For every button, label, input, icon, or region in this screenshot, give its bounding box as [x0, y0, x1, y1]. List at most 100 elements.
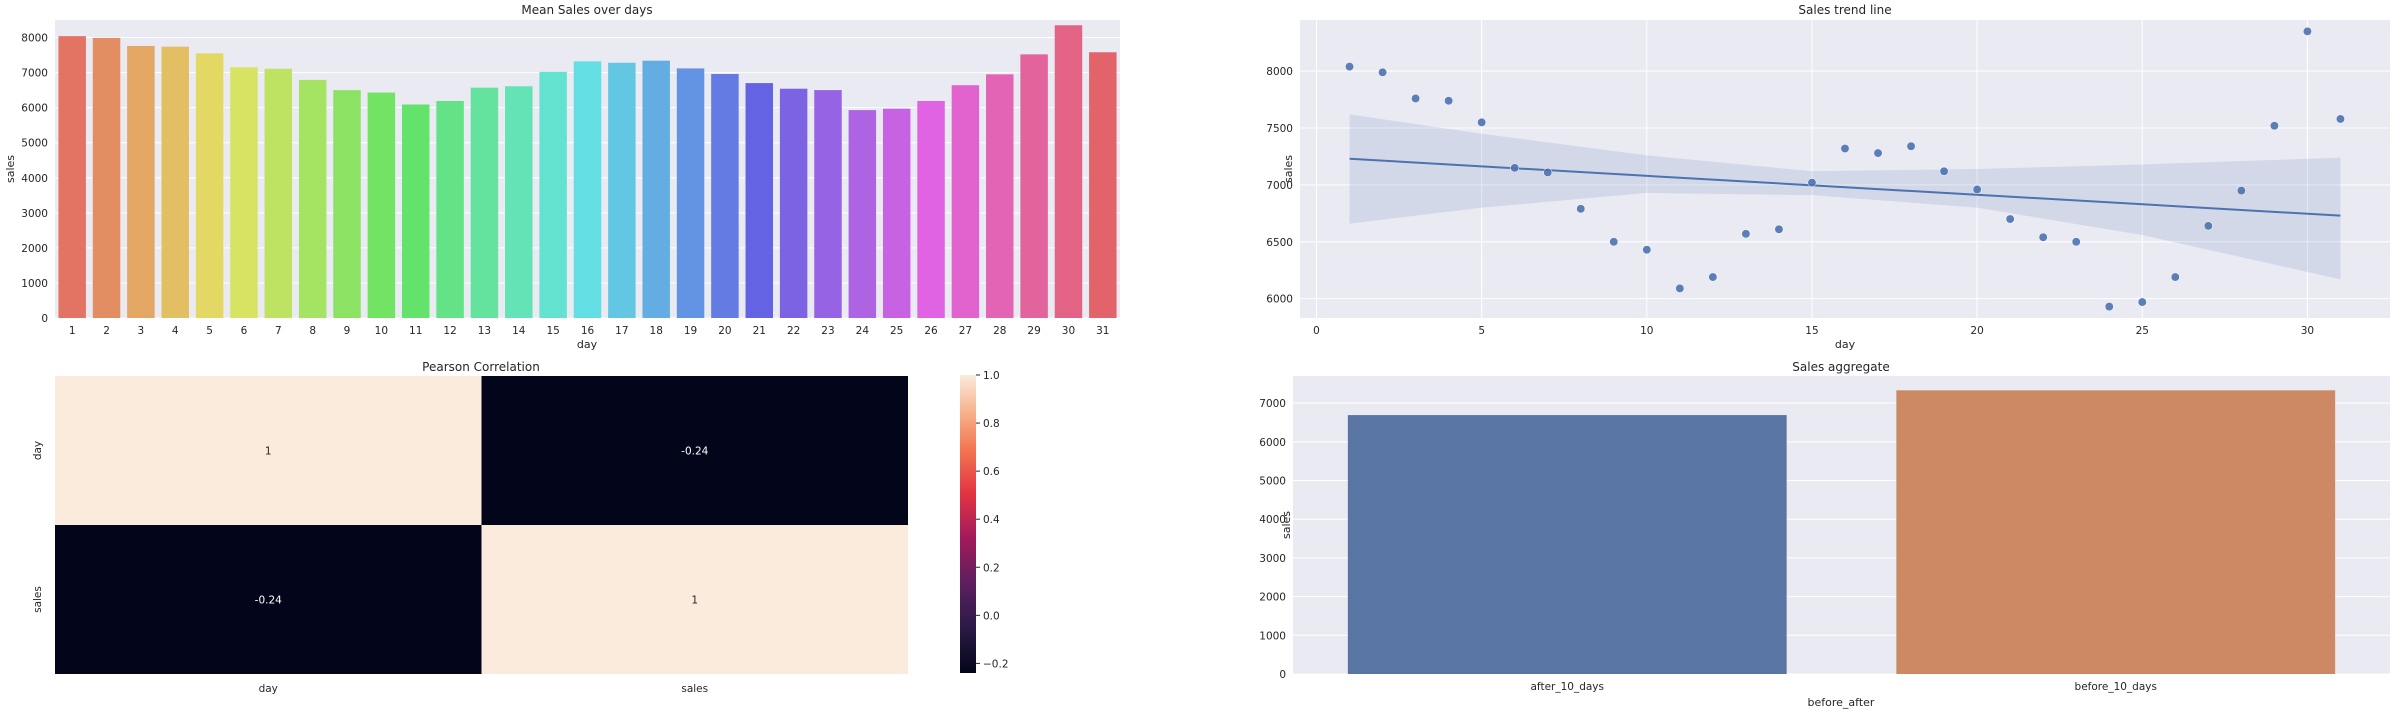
point	[2071, 237, 2081, 247]
point	[1972, 185, 1982, 194]
mean-sales-y-ticks: 0 1000 2000 3000 4000 5000 6000 7000 8000	[21, 33, 48, 325]
heatmap-cell	[481, 376, 908, 525]
bar	[1089, 52, 1117, 318]
x-tick-label: 4	[172, 325, 179, 337]
column-label: sales	[681, 683, 708, 695]
bar	[367, 92, 396, 318]
bar	[92, 37, 121, 318]
x-tick-label: 12	[443, 325, 456, 337]
y-tick-label: 0	[41, 313, 48, 325]
bar	[1054, 25, 1083, 319]
x-tick-label: 13	[478, 325, 491, 337]
trend-x-label: day	[1835, 338, 1856, 351]
mean-sales-x-ticks: 1 2 3 4 5 6 7 8 9 10 11 12 13 14 15 16 17 18 19 20 21 22 23 24 2…	[69, 325, 1110, 337]
point	[2302, 26, 2312, 36]
cell-annotation: 1	[691, 595, 698, 607]
colorbar-ticks: 1.0 0.8 0.6 0.4 0.2 0.0 −0.2	[976, 370, 1009, 670]
y-tick-label: 5000	[1259, 475, 1286, 487]
heatmap-cell	[481, 525, 908, 674]
bar	[814, 90, 842, 318]
mean-sales-title: Mean Sales over days	[521, 3, 652, 17]
x-tick-label: 11	[409, 325, 422, 337]
aggregate-title: Sales aggregate	[1792, 360, 1889, 374]
colorbar-tick-label: 1.0	[983, 370, 1000, 382]
x-tick-label: 27	[959, 325, 972, 337]
bar	[951, 85, 980, 318]
bar	[986, 74, 1014, 318]
point	[1939, 166, 1949, 176]
cell-annotation: 1	[265, 446, 272, 458]
y-tick-label: 7000	[1259, 398, 1286, 410]
x-tick-label: 15	[546, 325, 559, 337]
x-tick-label: 18	[650, 325, 663, 337]
point	[2336, 114, 2345, 124]
bar	[195, 53, 224, 319]
x-tick-label: 3	[138, 325, 145, 337]
row-label: sales	[32, 586, 44, 613]
mean-sales-y-label: sales	[4, 155, 17, 183]
x-tick-label: 5	[1478, 325, 1485, 337]
point	[2269, 121, 2279, 131]
bar	[539, 71, 567, 319]
bar	[1347, 415, 1787, 674]
x-tick-label: before_10_days	[2075, 681, 2157, 693]
y-tick-label: 4000	[21, 173, 48, 185]
point	[1675, 283, 1685, 293]
x-tick-label: 20	[1970, 325, 1983, 337]
colorbar-tick-label: 0.4	[983, 514, 1000, 526]
bar	[470, 87, 499, 318]
x-tick-label: 19	[684, 325, 697, 337]
point	[1510, 163, 1520, 173]
point	[1642, 245, 1652, 255]
point	[1411, 94, 1421, 103]
point	[1807, 178, 1817, 188]
bar	[711, 73, 739, 318]
x-tick-label: 25	[2136, 325, 2149, 337]
y-tick-label: 6000	[1259, 437, 1286, 449]
bar	[298, 79, 327, 318]
bar	[58, 36, 86, 318]
cell-annotation: -0.24	[681, 446, 708, 458]
point	[2038, 232, 2048, 242]
point	[2170, 272, 2180, 282]
heatmap-cell	[55, 525, 482, 674]
bar	[161, 46, 189, 318]
aggregate-panel: after_10_days before_10_days 0 1000 2000 300…	[1259, 360, 2390, 709]
x-tick-label: 20	[718, 325, 731, 337]
bar	[573, 61, 602, 318]
trend-x-ticks: 0 5 10 15 20 25 30	[1313, 325, 2314, 337]
point	[2137, 297, 2147, 307]
y-tick-label: 7000	[21, 68, 48, 80]
x-tick-label: 8	[309, 325, 316, 337]
y-tick-label: 6000	[1266, 294, 1293, 306]
x-tick-label: 14	[512, 325, 526, 337]
cell-annotation: -0.24	[255, 595, 282, 607]
bar	[848, 110, 877, 319]
y-tick-label: 6000	[21, 103, 48, 115]
bar	[1020, 54, 1048, 319]
point	[1840, 144, 1850, 153]
y-tick-label: 1000	[21, 278, 48, 290]
x-tick-label: 10	[1640, 325, 1653, 337]
y-tick-label: 2000	[1259, 592, 1286, 604]
point	[1609, 237, 1619, 247]
mean-sales-bars	[58, 25, 1117, 319]
x-tick-label: 5	[206, 325, 213, 337]
trend-gridlines	[1300, 20, 2390, 318]
x-tick-label: 2	[103, 325, 110, 337]
x-tick-label: 25	[890, 325, 903, 337]
point	[1906, 141, 1916, 151]
bar	[779, 88, 808, 318]
x-tick-label: 30	[1062, 325, 1075, 337]
point	[1444, 96, 1454, 106]
y-tick-label: 5000	[21, 138, 48, 150]
trend-title: Sales trend line	[1798, 3, 1891, 17]
x-tick-label: 29	[1027, 325, 1040, 337]
x-tick-label: 16	[581, 325, 595, 337]
correlation-title: Pearson Correlation	[422, 360, 540, 374]
x-tick-label: 17	[615, 325, 628, 337]
y-tick-label: 8000	[1266, 66, 1293, 78]
bar	[505, 86, 533, 319]
trend-panel: 0 5 10 15 20 25 30 6000 6500 7000 7500 8000 Sales …	[1266, 3, 2390, 351]
